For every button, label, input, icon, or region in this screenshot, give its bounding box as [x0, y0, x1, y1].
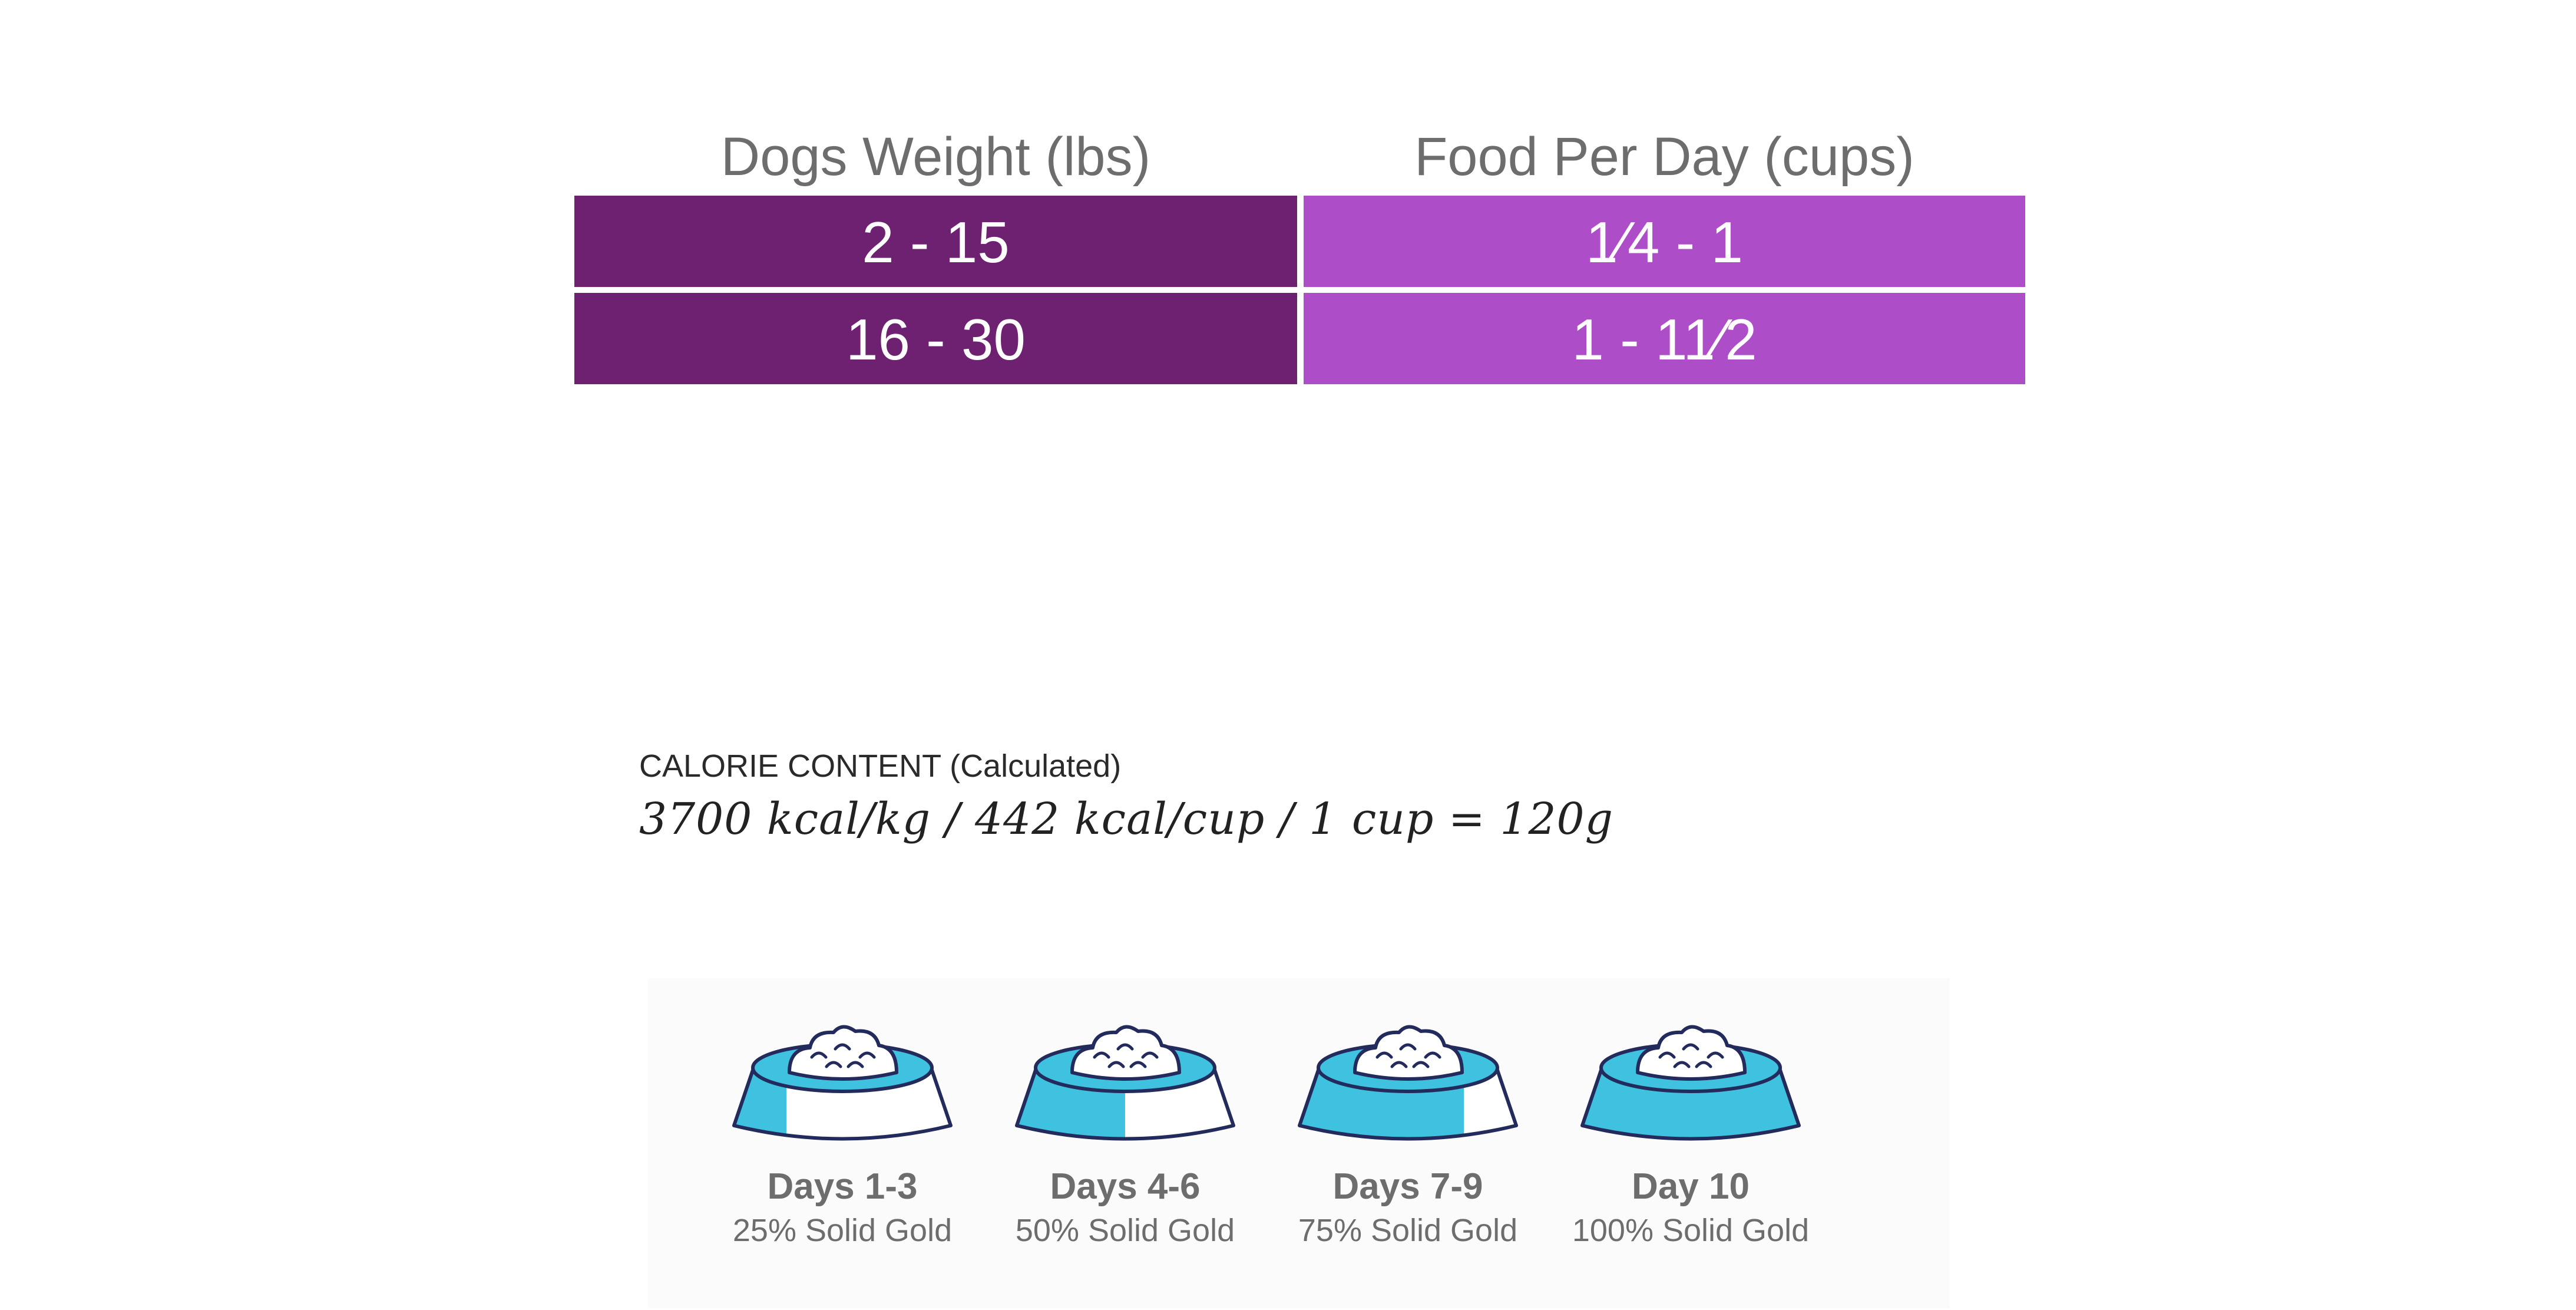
transition-step: Days 7-9 75% Solid Gold [1284, 1014, 1532, 1249]
transition-schedule: Days 1-3 25% Solid Gold Days 4-6 50% Solid … [648, 978, 1950, 1308]
step-subtitle: 100% Solid Gold [1572, 1213, 1810, 1248]
food-cell: 1⁄4 - 1 [1304, 196, 2025, 287]
calorie-label: CALORIE CONTENT (Calculated) [639, 748, 1122, 784]
dog-food-bowl-icon [1580, 1025, 1801, 1141]
dog-food-bowl-icon [732, 1025, 953, 1141]
dog-food-bowl-icon [1015, 1025, 1235, 1141]
calorie-content: CALORIE CONTENT (Calculated) 3700 kcal/k… [639, 745, 1613, 852]
weight-cell: 2 - 15 [574, 196, 1297, 287]
feeding-table: Dogs Weight (lbs) Food Per Day (cups) 2 … [574, 118, 2025, 384]
step-title: Days 7-9 [1332, 1166, 1483, 1207]
table-row: 2 - 15 1⁄4 - 1 [574, 196, 2025, 287]
step-subtitle: 75% Solid Gold [1298, 1213, 1518, 1248]
step-title: Days 4-6 [1050, 1166, 1201, 1207]
transition-step: Days 1-3 25% Solid Gold [719, 1014, 966, 1249]
header-food-per-day: Food Per Day (cups) [1414, 127, 1914, 187]
table-header-row: Dogs Weight (lbs) Food Per Day (cups) [574, 118, 2025, 196]
dog-food-bowl-icon [1298, 1025, 1518, 1141]
header-dogs-weight: Dogs Weight (lbs) [720, 127, 1151, 187]
table-row: 16 - 30 1 - 11⁄2 [574, 293, 2025, 384]
food-cell: 1 - 11⁄2 [1304, 293, 2025, 384]
step-subtitle: 50% Solid Gold [1015, 1213, 1235, 1248]
step-title: Day 10 [1632, 1166, 1750, 1207]
transition-step: Day 10 100% Solid Gold [1567, 1014, 1814, 1249]
transition-step: Days 4-6 50% Solid Gold [1001, 1014, 1249, 1249]
weight-cell: 16 - 30 [574, 293, 1297, 384]
step-subtitle: 25% Solid Gold [732, 1213, 953, 1248]
step-title: Days 1-3 [767, 1166, 918, 1207]
calorie-value: 3700 kcal/kg / 442 kcal/cup / 1 cup = 12… [639, 794, 1613, 844]
